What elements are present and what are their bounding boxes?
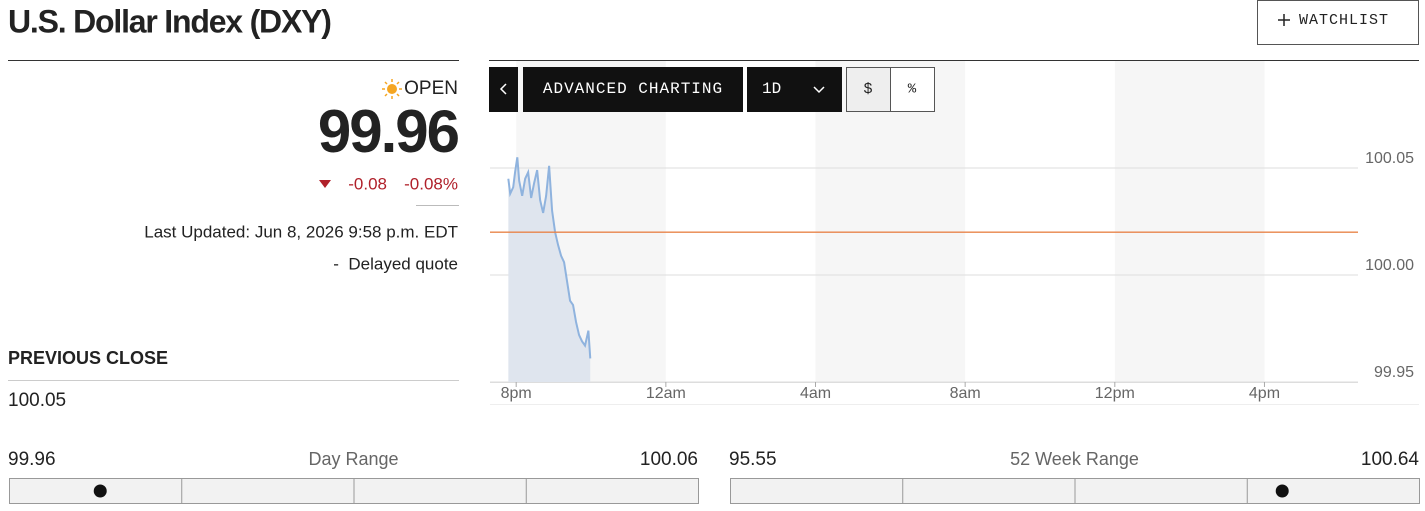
previous-close-value: 100.05: [8, 390, 66, 411]
page-title: U.S. Dollar Index (DXY): [8, 3, 331, 39]
interval-dropdown[interactable]: [747, 67, 842, 112]
x-tick-label: 8am: [950, 385, 981, 402]
dollar-button[interactable]: [846, 67, 891, 112]
change-percent: -0.08%: [404, 174, 458, 193]
market-status: OPEN: [404, 78, 458, 99]
last-updated: Last Updated: Jun 8, 2026 9:58 p.m. EDT: [144, 222, 458, 241]
advanced-charting-button[interactable]: [523, 67, 743, 112]
sun-icon: [382, 79, 402, 99]
watchlist-label: WATCHLIST: [1299, 12, 1389, 29]
ranges: 99.96 Day Range 100.06 95.55 52 Week Range 10…: [8, 449, 1420, 504]
plus-icon: [1278, 14, 1290, 26]
range-low: 95.55: [729, 449, 777, 470]
previous-close-label: PREVIOUS CLOSE: [8, 348, 168, 368]
interval-label: 1D: [762, 80, 781, 98]
price: 99.96: [318, 98, 459, 165]
area: [508, 157, 591, 382]
percent-button[interactable]: [890, 67, 935, 112]
chevron-down: [813, 86, 825, 94]
range-low: 99.96: [8, 449, 56, 470]
range-marker: [93, 484, 107, 498]
x-tick-label: 8pm: [501, 385, 532, 402]
range-high: 100.64: [1361, 449, 1420, 470]
y-tick-label: 100.00: [1365, 257, 1414, 274]
sun-rays: [382, 79, 402, 99]
x-tick-label: 4pm: [1249, 385, 1280, 402]
x-tick-label: 12pm: [1095, 385, 1135, 402]
session-band: [1114, 61, 1265, 382]
chevron-left: [499, 83, 507, 95]
y-tick-label: 99.95: [1374, 364, 1414, 381]
percent-label: %: [908, 82, 917, 98]
delayed-quote: - Delayed quote: [333, 254, 458, 273]
toolbar: ADVANCED CHARTING 1D $ %: [489, 67, 935, 112]
sun: [387, 84, 397, 94]
chart: 99.95 100.00 100.05 8pm 12am 4am 8am 12pm 4pm: [490, 61, 1419, 405]
down-arrow: [319, 180, 331, 188]
range-marker: [1275, 484, 1289, 498]
range-label: 52 Week Range: [1010, 449, 1139, 469]
y-tick-label: 100.05: [1365, 150, 1414, 167]
change: -0.08: [348, 174, 387, 193]
advanced-charting-label: ADVANCED CHARTING: [543, 80, 723, 98]
line: [507, 157, 592, 359]
range-high: 100.06: [640, 449, 698, 470]
collapse-button[interactable]: [489, 67, 518, 112]
watchlist-button[interactable]: WATCHLIST: [1257, 0, 1419, 45]
range-label: Day Range: [308, 449, 398, 469]
x-tick-label: 12am: [646, 385, 686, 402]
dollar-label: $: [863, 81, 872, 98]
session-band: [815, 61, 966, 382]
x-tick-label: 4am: [800, 385, 831, 402]
